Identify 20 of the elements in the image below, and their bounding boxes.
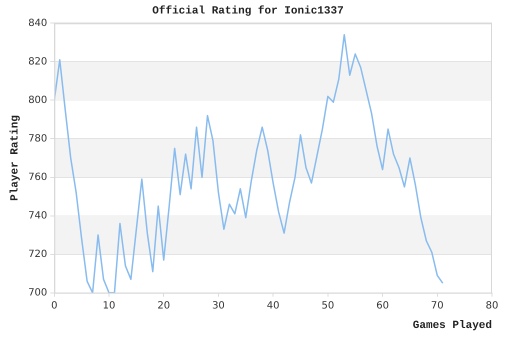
y-tick-label: 740	[28, 210, 48, 222]
x-tick-label: 10	[102, 300, 116, 312]
y-tick-label: 720	[28, 248, 48, 260]
x-tick-label: 40	[266, 300, 280, 312]
x-tick-label: 80	[486, 300, 498, 312]
x-tick-label: 50	[321, 300, 334, 312]
y-tick-label: 760	[28, 172, 48, 183]
x-axis-title: Games Played	[412, 320, 492, 332]
x-tick-label: 70	[430, 300, 444, 312]
y-tick-label: 780	[28, 133, 48, 144]
x-tick-label: 30	[212, 300, 225, 312]
x-tick-label: 0	[51, 300, 58, 312]
x-tick-label: 20	[157, 300, 170, 312]
y-tick-label: 800	[28, 94, 48, 106]
y-tick-label: 700	[28, 287, 48, 298]
y-tick-label: 840	[28, 18, 48, 29]
y-tick-label: 820	[28, 56, 48, 68]
x-tick-label: 60	[376, 300, 389, 312]
chart-title: Official Rating for Ionic1337	[152, 4, 344, 18]
y-axis-title: Player Rating	[9, 115, 22, 201]
